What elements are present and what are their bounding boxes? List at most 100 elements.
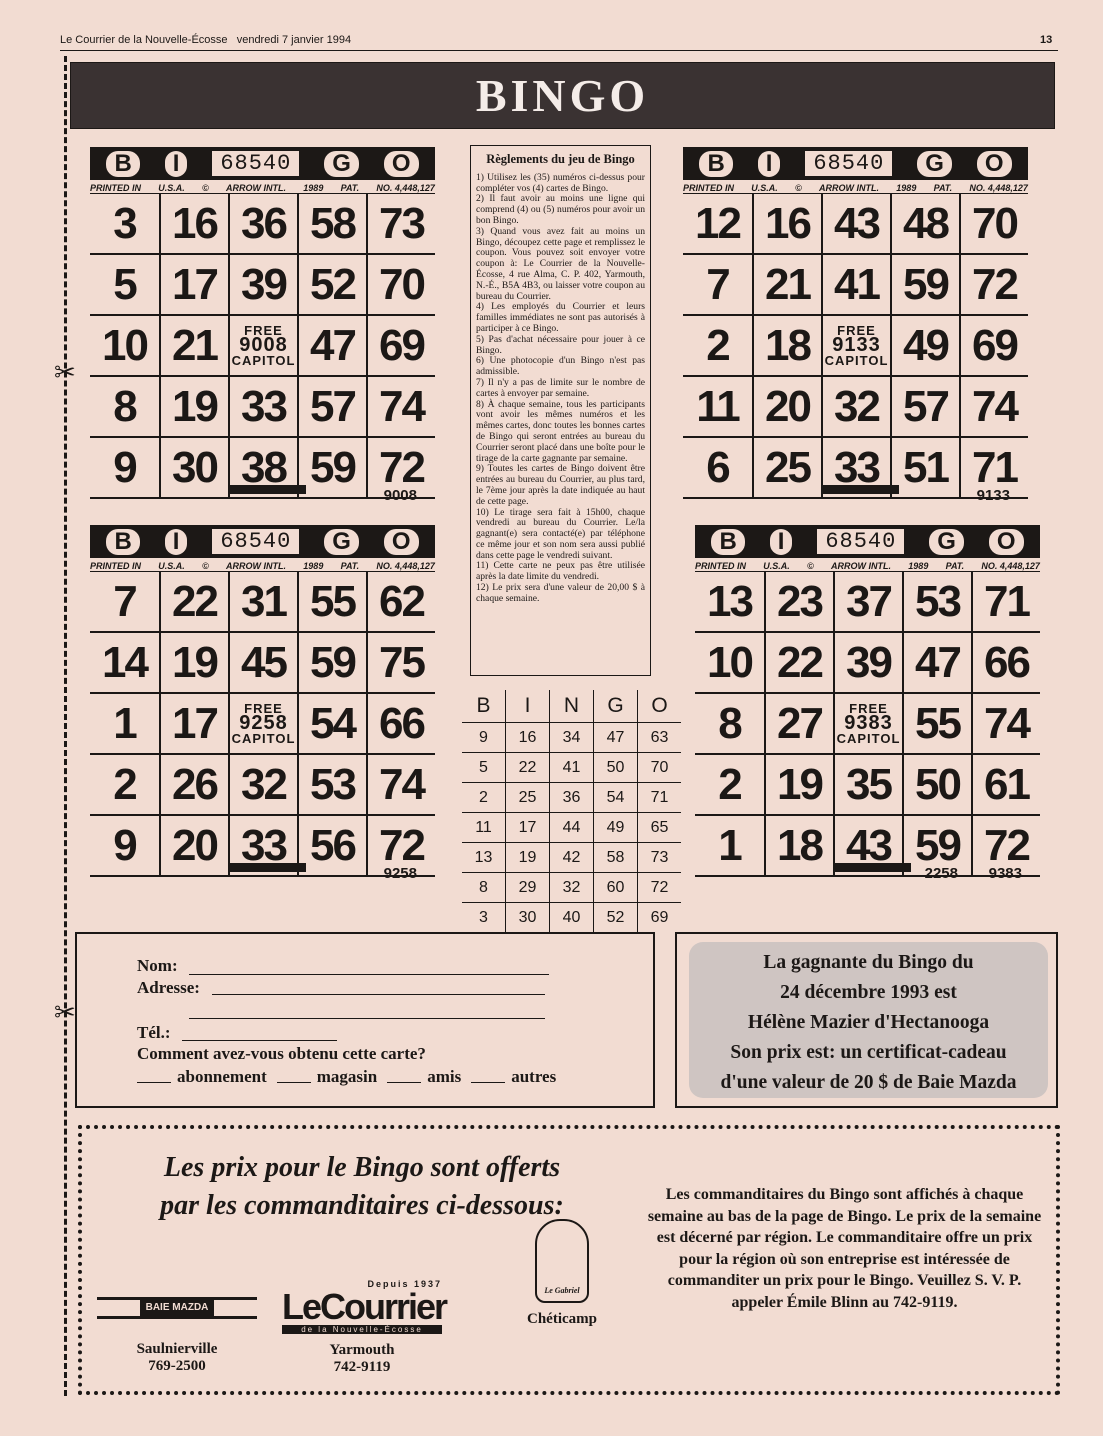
bingo-card: B I 68540 G O PRINTED IN U.S.A. © ARROW INTL. 198… — [695, 525, 1040, 882]
sponsor: Depuis 1937 LeCourrier de la Nouvelle-Écos… — [282, 1279, 448, 1376]
card-header-letter: 68540 — [817, 529, 905, 554]
card-number: 2 — [683, 316, 752, 377]
rules-title: Règlements du jeu de Bingo — [486, 152, 635, 166]
coupon: Nom: Adresse: Tél.: Comment avez-vous ob… — [75, 932, 655, 1108]
logo-since: Depuis 1937 — [367, 1279, 442, 1289]
card-number: 74 — [366, 377, 435, 438]
card-number: 62 — [366, 572, 435, 633]
imprint-text: U.S.A. — [763, 561, 790, 571]
free-label: FREE — [244, 323, 283, 338]
card-imprint: PRINTED IN U.S.A. © ARROW INTL. 1989 PAT. NO. … — [90, 183, 435, 194]
drawn-column: O — [637, 690, 681, 723]
card-number: 30 — [159, 438, 228, 499]
card-header-letter: 68540 — [212, 529, 300, 554]
free-id: 9258 — [239, 712, 288, 734]
card-number: 32 — [821, 377, 890, 438]
sponsor-phone: 742-9119 — [333, 1359, 391, 1375]
card-number: 48 — [890, 194, 959, 255]
drawn-number: 60 — [593, 872, 638, 903]
rule-item: 10) Le tirage sera fait à 15h00, chaque … — [476, 506, 645, 561]
card-grid: 7 22 31 55 62 14 19 45 59 75 1 17 FREE 9258 CAPITOL 54 6… — [90, 572, 435, 877]
name-label: Nom: — [137, 956, 178, 975]
phone-line — [182, 1040, 337, 1041]
imprint-text: © — [795, 183, 802, 193]
drawn-row: 8 29 32 60 72 — [462, 872, 681, 903]
heading-line: par les commanditaires ci-dessous: — [160, 1190, 564, 1221]
card-grid: 13 23 37 53 71 10 22 39 47 66 8 27 FREE 9383 CAPITOL 55… — [695, 572, 1040, 877]
option: amis — [387, 1067, 461, 1087]
imprint-text: 1989 — [896, 183, 917, 193]
option: autres — [471, 1067, 556, 1087]
card-header-letter: I — [769, 528, 793, 555]
card-stamp: 2258 — [924, 865, 958, 882]
free-brand: CAPITOL — [824, 353, 889, 368]
sponsor-place: Chéticamp — [527, 1311, 597, 1327]
rule-item: 11) Cette carte ne peux pas être utilisé… — [476, 560, 645, 583]
sponsor-logo: BAIE MAZDA — [97, 1297, 257, 1319]
drawn-number: 73 — [637, 842, 681, 873]
drawn-number: 25 — [505, 782, 550, 813]
card-number: 8 — [695, 694, 764, 755]
option: abonnement — [137, 1067, 267, 1087]
rule-item: 6) Une photocopie d'un Bingo n'est pas a… — [476, 355, 645, 378]
drawn-number: 36 — [549, 782, 594, 813]
card-number: 3 — [90, 194, 159, 255]
sponsors-heading: Les prix pour le Bingo sont offerts par l… — [102, 1149, 622, 1225]
drawn-number: 29 — [505, 872, 550, 903]
option-blank — [137, 1082, 171, 1083]
drawn-column: G — [593, 690, 638, 723]
card-number: 19 — [159, 633, 228, 694]
imprint-text: PAT. — [340, 561, 360, 571]
drawn-number: 17 — [505, 812, 550, 843]
card-number: 32 — [228, 755, 297, 816]
card-grid: 3 16 36 58 73 5 17 39 52 70 10 21 FREE 9008 CAPITOL 47 6… — [90, 194, 435, 499]
sponsor: Le Gabriel Chéticamp — [502, 1219, 622, 1328]
card-header-letter: G — [929, 528, 964, 555]
rules-list: 1) Utilisez les (35) numéros ci-dessus p… — [476, 172, 645, 605]
card-number: 55 — [297, 572, 366, 633]
scissors-icon: ✂ — [54, 358, 76, 388]
card-number: 22 — [159, 572, 228, 633]
page-number: 13 — [1040, 34, 1053, 46]
card-number: 27 — [764, 694, 833, 755]
imprint-text: PRINTED IN — [683, 183, 735, 193]
address-label: Adresse: — [137, 978, 200, 997]
card-number: 2 — [90, 755, 159, 816]
card-number: 71 — [971, 572, 1040, 633]
card-number: 36 — [228, 194, 297, 255]
drawn-number: 19 — [505, 842, 550, 873]
winner-line: 24 décembre 1993 est — [780, 982, 957, 1003]
options: abonnement magasin amis autres — [137, 1067, 556, 1087]
card-number: 53 — [297, 755, 366, 816]
card-number: 72 — [366, 438, 435, 499]
imprint-text: PRINTED IN — [90, 561, 142, 571]
drawn-number: 54 — [593, 782, 638, 813]
winner-line: d'une valeur de 20 $ de Baie Mazda — [720, 1072, 1017, 1093]
card-number: 55 — [902, 694, 971, 755]
drawn-column: N — [549, 690, 594, 723]
drawn-row: 13 19 42 58 73 — [462, 842, 681, 873]
rule-item: 5) Pas d'achat nécessaire pour jouer à c… — [476, 333, 645, 356]
card-number: 43 — [821, 194, 890, 255]
drawn-number: 65 — [637, 812, 681, 843]
imprint-text: ARROW INTL. — [819, 183, 880, 193]
card-number: 25 — [752, 438, 821, 499]
drawn-number: 49 — [593, 812, 638, 843]
free-brand: CAPITOL — [231, 353, 296, 368]
card-number: 7 — [683, 255, 752, 316]
card-number: 66 — [366, 694, 435, 755]
card-number: 17 — [159, 694, 228, 755]
card-number: 75 — [366, 633, 435, 694]
free-id: 9008 — [239, 334, 288, 356]
sponsors-box: Les prix pour le Bingo sont offerts par l… — [78, 1125, 1060, 1395]
card-number: 19 — [764, 755, 833, 816]
card-number: 17 — [159, 255, 228, 316]
card-number: 11 — [683, 377, 752, 438]
rule-item: 3) Quand vous avez fait au moins un Bing… — [476, 225, 645, 302]
card-number: 57 — [297, 377, 366, 438]
drawn-number: 30 — [505, 902, 550, 932]
card-number: 23 — [764, 572, 833, 633]
imprint-text: 1989 — [303, 561, 324, 571]
bingo-card: B I 68540 G O PRINTED IN U.S.A. © ARROW INTL. 198… — [683, 147, 1028, 504]
